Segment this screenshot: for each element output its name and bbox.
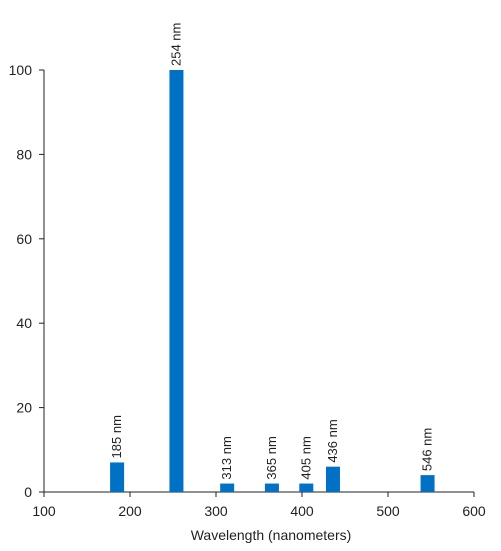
bar xyxy=(169,70,184,492)
bar-value-label: 405 nm xyxy=(298,436,313,479)
x-axis-title: Wavelength (nanometers) xyxy=(191,527,352,543)
x-tick-label: 300 xyxy=(204,503,228,519)
x-tick-label: 600 xyxy=(462,503,486,519)
bar-value-label: 254 nm xyxy=(168,23,183,66)
bar-value-label: 185 nm xyxy=(109,415,124,458)
bar-label-group: 185 nm 254 nm 313 nm 365 nm 405 nm 436 nm 546 … xyxy=(109,23,434,480)
x-tick-label: 100 xyxy=(32,503,56,519)
bar-value-label: 436 nm xyxy=(325,419,340,462)
y-tick-label: 80 xyxy=(16,146,32,162)
y-tick-label: 0 xyxy=(24,484,32,500)
bar xyxy=(264,483,279,492)
bar xyxy=(420,475,435,492)
bar-value-label: 313 nm xyxy=(219,436,234,479)
x-axis: 100 200 300 400 500 600 xyxy=(32,491,486,519)
y-axis: 0 20 40 60 80 100 xyxy=(9,62,45,500)
bar-value-label: 546 nm xyxy=(420,428,435,471)
x-tick-label: 200 xyxy=(118,503,142,519)
y-tick-label: 60 xyxy=(16,231,32,247)
bar xyxy=(299,483,314,492)
bar xyxy=(110,462,125,492)
bar xyxy=(220,483,235,492)
y-tick-label: 100 xyxy=(9,62,33,78)
y-tick-label: 40 xyxy=(16,315,32,331)
bar-series xyxy=(110,70,435,492)
bar xyxy=(325,466,340,492)
x-tick-label: 400 xyxy=(290,503,314,519)
x-tick-label: 500 xyxy=(376,503,400,519)
y-tick-label: 20 xyxy=(16,400,32,416)
bar-value-label: 365 nm xyxy=(264,436,279,479)
